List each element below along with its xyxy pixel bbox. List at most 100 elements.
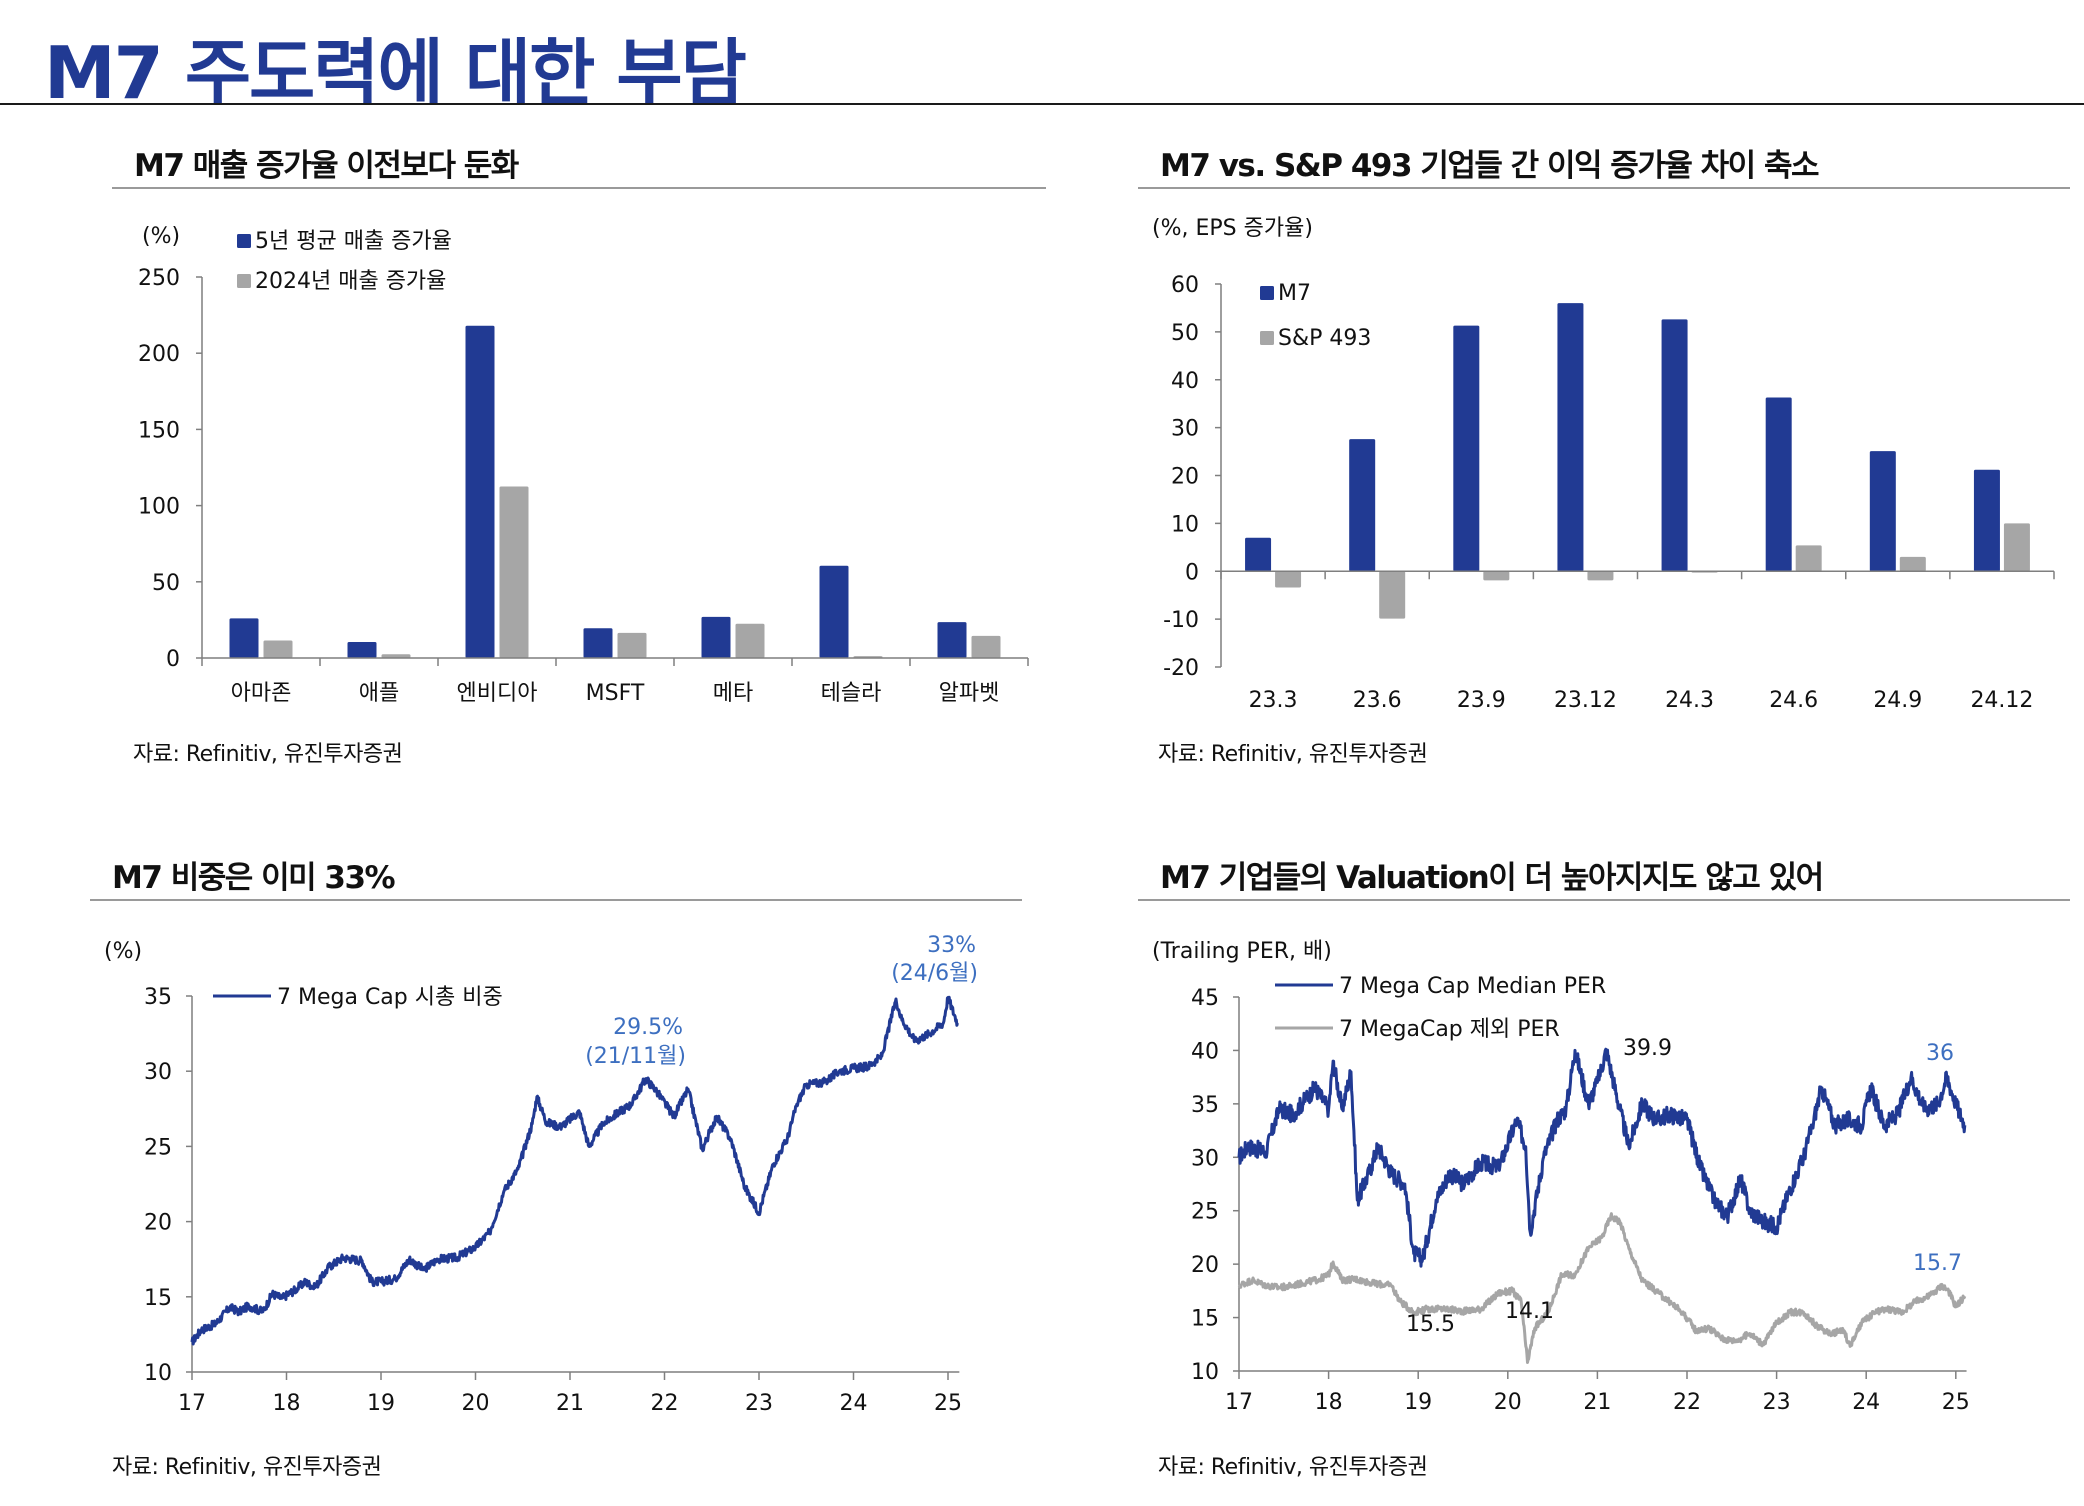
- bar-series2-0: [1275, 571, 1302, 588]
- y-tick-label: 40: [1171, 369, 1199, 394]
- x-tick-label: 25: [1942, 1390, 1970, 1415]
- y-tick-label: 30: [1191, 1146, 1219, 1171]
- y-tick-label: 25: [144, 1135, 172, 1160]
- y-tick-label: 45: [1191, 986, 1219, 1011]
- x-tick-label: 18: [1315, 1390, 1343, 1415]
- x-tick-label: 18: [273, 1391, 301, 1416]
- y-tick-label: 35: [1191, 1093, 1219, 1118]
- x-tick-label: 22: [651, 1391, 679, 1416]
- x-tick-label: 알파벳: [939, 681, 1000, 706]
- y-tick-label: 50: [1171, 321, 1199, 346]
- annotation-label-39-9: 39.9: [1623, 1036, 1672, 1061]
- x-tick-label: 23.9: [1457, 688, 1506, 713]
- x-tick-label: 메타: [713, 681, 753, 706]
- y-tick-label: 200: [138, 342, 180, 367]
- x-tick-label: 아마존: [231, 681, 292, 706]
- y-tick-label: 25: [1191, 1200, 1219, 1225]
- y-tick-label: 30: [144, 1060, 172, 1085]
- x-tick-label: 17: [1225, 1390, 1253, 1415]
- bar-series1-7: [1973, 469, 2000, 572]
- annotation-label-15-7: 15.7: [1913, 1251, 1962, 1276]
- panel-divider-revenue-growth: [112, 187, 1046, 189]
- y-tick-label: 10: [1171, 512, 1199, 537]
- y-tick-label: 35: [144, 985, 172, 1010]
- annotation-peak-2021-value: 29.5%: [613, 1015, 683, 1040]
- y-tick-label: 15: [144, 1286, 172, 1311]
- source-note-eps-growth: 자료: Refinitiv, 유진투자증권: [1158, 742, 1428, 767]
- y-tick-label: 0: [166, 647, 180, 672]
- y-axis-unit-label: (%): [104, 939, 142, 964]
- x-tick-label: MSFT: [586, 681, 645, 706]
- panel-title-eps-growth: M7 vs. S&P 493 기업들 간 이익 증가율 차이 축소: [1160, 148, 1820, 184]
- bar-series1-6: [937, 622, 967, 658]
- x-tick-label: 19: [367, 1391, 395, 1416]
- bar-series2-2: [1483, 571, 1510, 581]
- bar-series1-2: [1453, 325, 1480, 572]
- annotation-label-36: 36: [1926, 1041, 1954, 1066]
- y-tick-label: 150: [138, 418, 180, 443]
- panel-title-revenue-growth: M7 매출 증가율 이전보다 둔화: [134, 148, 519, 184]
- bar-series2-3: [617, 632, 647, 658]
- series-line-1: [190, 995, 959, 1346]
- annotation-peak-2021-date: (21/11월): [585, 1044, 686, 1069]
- bar-series1-5: [819, 565, 849, 658]
- y-tick-label: 100: [138, 495, 180, 520]
- bar-series2-0: [263, 640, 293, 658]
- source-note-trailing-per: 자료: Refinitiv, 유진투자증권: [1158, 1455, 1428, 1480]
- legend-swatch-2: [1260, 331, 1274, 345]
- legend-label-1: 7 Mega Cap 시총 비중: [277, 985, 503, 1010]
- source-note-m7-weight: 자료: Refinitiv, 유진투자증권: [112, 1455, 382, 1480]
- legend-label-1: M7: [1278, 281, 1311, 306]
- bar-series1-4: [701, 616, 731, 658]
- x-tick-label: 17: [178, 1391, 206, 1416]
- panel-title-trailing-per: M7 기업들의 Valuation이 더 높아지지도 않고 있어: [1160, 860, 1824, 896]
- y-tick-label: 20: [1191, 1253, 1219, 1278]
- y-axis-unit-label: (Trailing PER, 배): [1152, 939, 1332, 964]
- y-tick-label: 0: [1185, 560, 1199, 585]
- y-axis-unit-label: (%, EPS 증가율): [1152, 216, 1313, 241]
- legend-label-1: 5년 평균 매출 증가율: [255, 229, 452, 254]
- bar-series1-0: [1245, 537, 1272, 572]
- x-tick-label: 23: [1763, 1390, 1791, 1415]
- y-tick-label: 20: [1171, 465, 1199, 490]
- bar-series2-3: [1587, 571, 1614, 581]
- bar-series2-1: [1379, 571, 1406, 619]
- annotation-peak-2024-value: 33%: [927, 933, 976, 958]
- panel-divider-trailing-per: [1138, 899, 2070, 901]
- x-tick-label: 23.12: [1554, 688, 1617, 713]
- panel-divider-m7-weight: [90, 899, 1022, 901]
- x-tick-label: 21: [1583, 1390, 1611, 1415]
- bar-series2-2: [499, 486, 529, 658]
- x-tick-label: 23.6: [1353, 688, 1402, 713]
- bar-series1-0: [229, 618, 259, 658]
- bar-series2-6: [971, 635, 1001, 658]
- series-line-1: [1237, 1047, 1967, 1268]
- x-tick-label: 23: [745, 1391, 773, 1416]
- y-tick-label: 60: [1171, 273, 1199, 298]
- y-tick-label: 10: [144, 1361, 172, 1386]
- bar-series1-6: [1869, 451, 1896, 572]
- legend-label-1: 7 Mega Cap Median PER: [1339, 974, 1606, 999]
- bar-series1-3: [583, 628, 613, 658]
- y-tick-label: -20: [1163, 656, 1199, 681]
- y-tick-label: 50: [152, 571, 180, 596]
- x-tick-label: 엔비디아: [457, 681, 538, 706]
- x-tick-label: 24.12: [1970, 688, 2033, 713]
- x-tick-label: 21: [556, 1391, 584, 1416]
- annotation-label-14-1: 14.1: [1505, 1299, 1554, 1324]
- y-tick-label: 250: [138, 266, 180, 291]
- y-tick-label: -10: [1163, 608, 1199, 633]
- bar-series1-5: [1765, 397, 1792, 572]
- y-tick-label: 15: [1191, 1307, 1219, 1332]
- bar-series1-4: [1661, 319, 1688, 572]
- x-tick-label: 24: [840, 1391, 868, 1416]
- annotation-label-15-5: 15.5: [1406, 1312, 1455, 1337]
- legend-swatch-2: [237, 274, 251, 288]
- y-tick-label: 30: [1171, 417, 1199, 442]
- bar-series1-2: [465, 325, 495, 658]
- page-title: M7 주도력에 대한 부담: [44, 31, 747, 115]
